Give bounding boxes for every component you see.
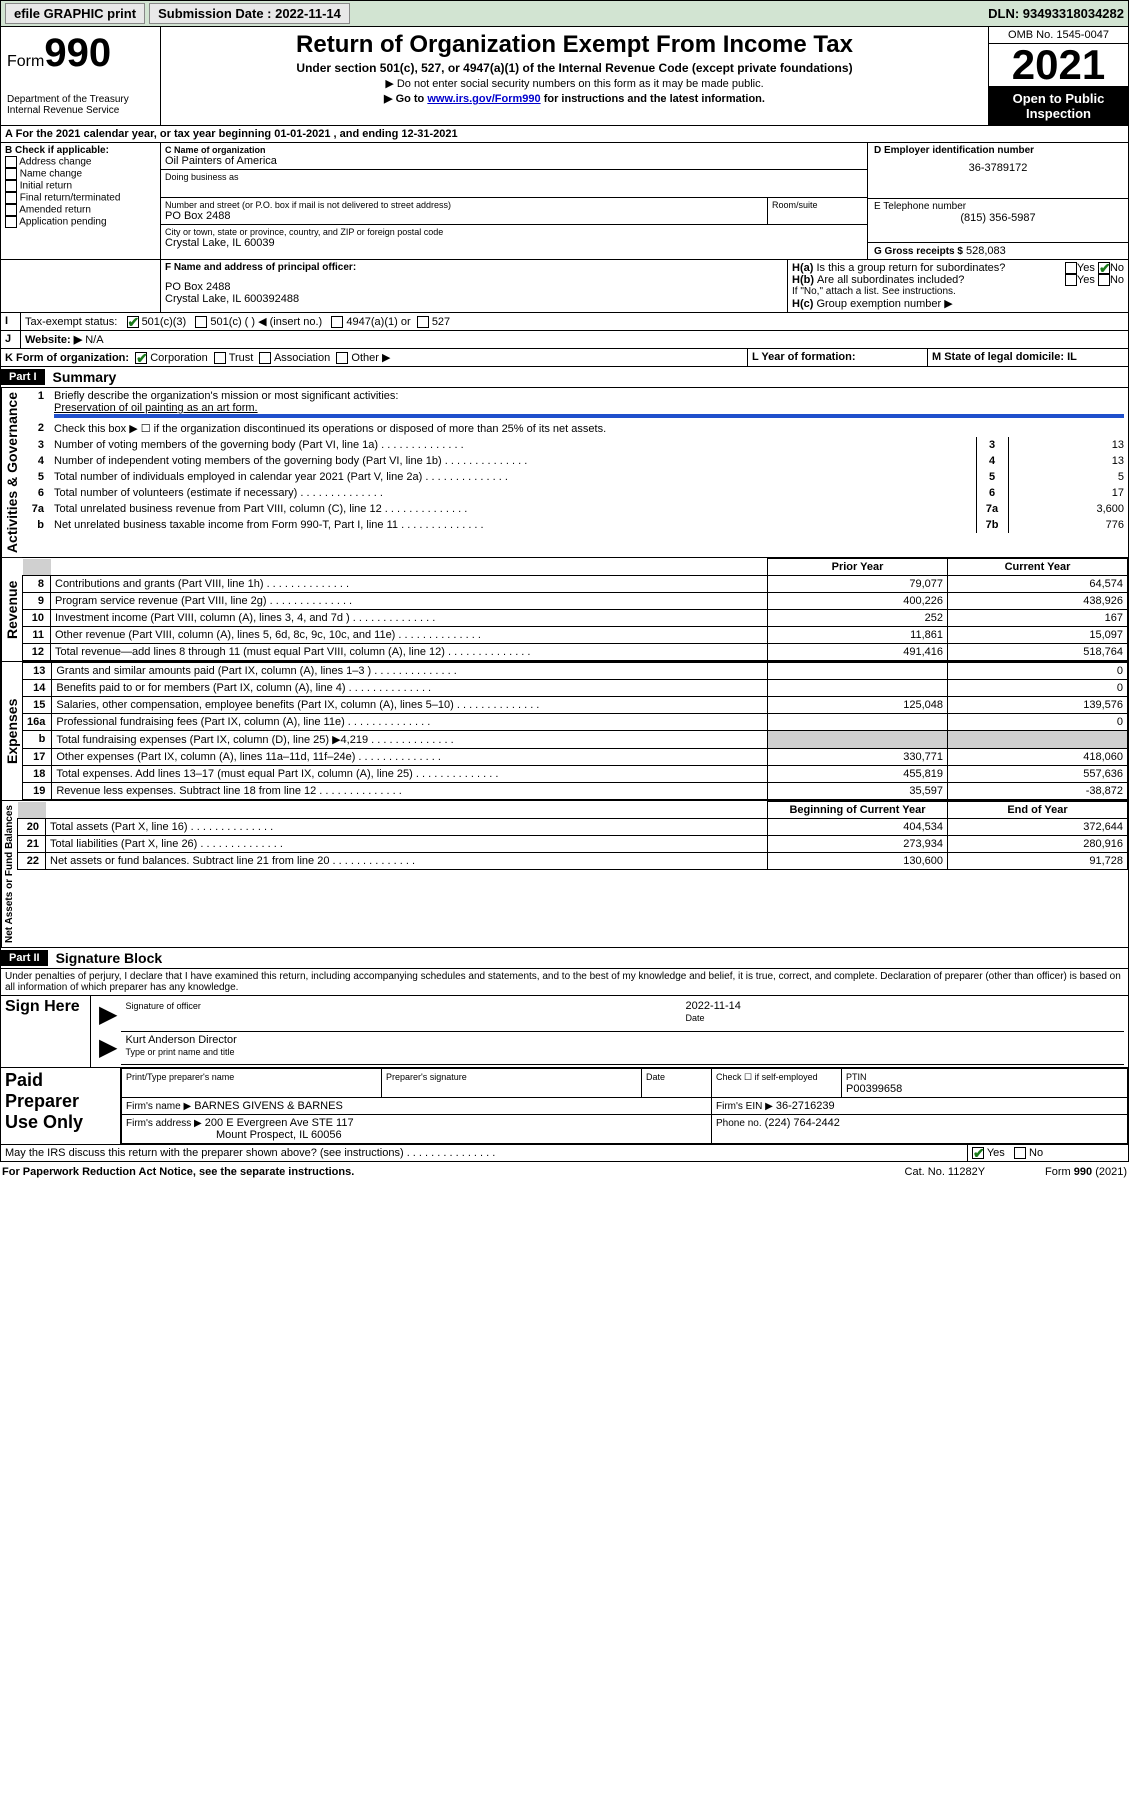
part2-tab: Part II — [1, 950, 48, 966]
part1-title: Summary — [45, 367, 125, 387]
paid-preparer-block: Paid Preparer Use Only Print/Type prepar… — [0, 1068, 1129, 1145]
b-checkbox[interactable] — [5, 204, 17, 216]
period-row: A For the 2021 calendar year, or tax yea… — [0, 126, 1129, 143]
city-state-zip: Crystal Lake, IL 60039 — [165, 237, 863, 249]
ssn-note: ▶ Do not enter social security numbers o… — [167, 77, 982, 90]
efile-print-button[interactable]: efile GRAPHIC print — [5, 3, 145, 24]
form-header: Form990 Department of the Treasury Inter… — [0, 27, 1129, 126]
vlabel-governance: Activities & Governance — [1, 388, 22, 557]
instructions-note: ▶ Go to www.irs.gov/Form990 for instruct… — [167, 92, 982, 105]
entity-block: B Check if applicable: Address change Na… — [0, 143, 1129, 260]
sign-date: 2022-11-14 — [685, 1000, 1120, 1012]
part1-header: Part I Summary — [0, 367, 1129, 388]
officer-addr1: PO Box 2488 — [165, 281, 783, 293]
b-checkbox[interactable] — [5, 216, 17, 228]
dept-label: Department of the Treasury — [7, 94, 154, 105]
submission-date-button[interactable]: Submission Date : 2022-11-14 — [149, 3, 350, 24]
discuss-yes-checkbox[interactable] — [972, 1147, 984, 1159]
501c-checkbox[interactable] — [195, 316, 207, 328]
form-title: Return of Organization Exempt From Incom… — [167, 31, 982, 59]
other-checkbox[interactable] — [336, 352, 348, 364]
4947-checkbox[interactable] — [331, 316, 343, 328]
street-address: PO Box 2488 — [165, 210, 763, 222]
phone-value: (815) 356-5987 — [874, 212, 1122, 224]
declaration-text: Under penalties of perjury, I declare th… — [0, 969, 1129, 996]
b-checkbox[interactable] — [5, 192, 17, 204]
vlabel-netassets: Net Assets or Fund Balances — [1, 801, 17, 947]
mission-text: Preservation of oil painting as an art f… — [54, 402, 258, 414]
ha-no-checkbox[interactable] — [1098, 262, 1110, 274]
hb-no-checkbox[interactable] — [1098, 274, 1110, 286]
501c3-checkbox[interactable] — [127, 316, 139, 328]
vlabel-revenue: Revenue — [1, 558, 22, 661]
form-subtitle: Under section 501(c), 527, or 4947(a)(1)… — [167, 61, 982, 75]
officer-group-block: F Name and address of principal officer:… — [0, 260, 1129, 313]
tax-period: A For the 2021 calendar year, or tax yea… — [1, 126, 1128, 142]
website-row: J Website: ▶ N/A — [0, 331, 1129, 349]
ptin-value: P00399658 — [846, 1083, 902, 1095]
section-b: B Check if applicable: Address change Na… — [1, 143, 161, 259]
sign-here-block: Sign Here ▶ Signature of officer 2022-11… — [0, 996, 1129, 1068]
firm-name: BARNES GIVENS & BARNES — [194, 1100, 343, 1112]
part2-header: Part II Signature Block — [0, 948, 1129, 969]
section-deg: D Employer identification number 36-3789… — [868, 143, 1128, 259]
trust-checkbox[interactable] — [214, 352, 226, 364]
b-checkbox[interactable] — [5, 180, 17, 192]
hb-yes-checkbox[interactable] — [1065, 274, 1077, 286]
b-checkbox[interactable] — [5, 168, 17, 180]
website-value: N/A — [85, 334, 103, 346]
footer: For Paperwork Reduction Act Notice, see … — [0, 1162, 1129, 1182]
preparer-phone: (224) 764-2442 — [765, 1117, 840, 1129]
dln-label: DLN: 93493318034282 — [988, 6, 1124, 21]
revenue-block: Revenue Prior Year Current Year 8Contrib… — [0, 558, 1129, 662]
part1-tab: Part I — [1, 369, 45, 385]
gross-receipts: 528,083 — [966, 245, 1006, 257]
tax-year: 2021 — [989, 44, 1128, 87]
firm-ein: 36-2716239 — [776, 1100, 835, 1112]
expenses-block: Expenses 13Grants and similar amounts pa… — [0, 662, 1129, 801]
527-checkbox[interactable] — [417, 316, 429, 328]
corp-checkbox[interactable] — [135, 352, 147, 364]
klm-row: K Form of organization: Corporation Trus… — [0, 349, 1129, 367]
section-c: C Name of organization Oil Painters of A… — [161, 143, 868, 259]
officer-name-title: Kurt Anderson Director — [125, 1034, 1120, 1046]
form-number: Form990 — [7, 31, 154, 76]
vlabel-expenses: Expenses — [1, 662, 22, 800]
ha-yes-checkbox[interactable] — [1065, 262, 1077, 274]
tax-exempt-row: I Tax-exempt status: 501(c)(3) 501(c) ( … — [0, 313, 1129, 331]
part1-body: Activities & Governance 1 Briefly descri… — [0, 388, 1129, 558]
discuss-row: May the IRS discuss this return with the… — [0, 1145, 1129, 1162]
instructions-link[interactable]: www.irs.gov/Form990 — [427, 93, 540, 105]
b-checkbox[interactable] — [5, 156, 17, 168]
ein-value: 36-3789172 — [874, 162, 1122, 174]
efile-topbar: efile GRAPHIC print Submission Date : 20… — [0, 0, 1129, 27]
part2-title: Signature Block — [48, 948, 171, 968]
open-inspection-badge: Open to Public Inspection — [989, 87, 1128, 125]
officer-addr2: Crystal Lake, IL 600392488 — [165, 293, 783, 305]
irs-label: Internal Revenue Service — [7, 105, 154, 116]
org-name: Oil Painters of America — [165, 155, 863, 167]
discuss-no-checkbox[interactable] — [1014, 1147, 1026, 1159]
assoc-checkbox[interactable] — [259, 352, 271, 364]
netassets-block: Net Assets or Fund Balances Beginning of… — [0, 801, 1129, 948]
